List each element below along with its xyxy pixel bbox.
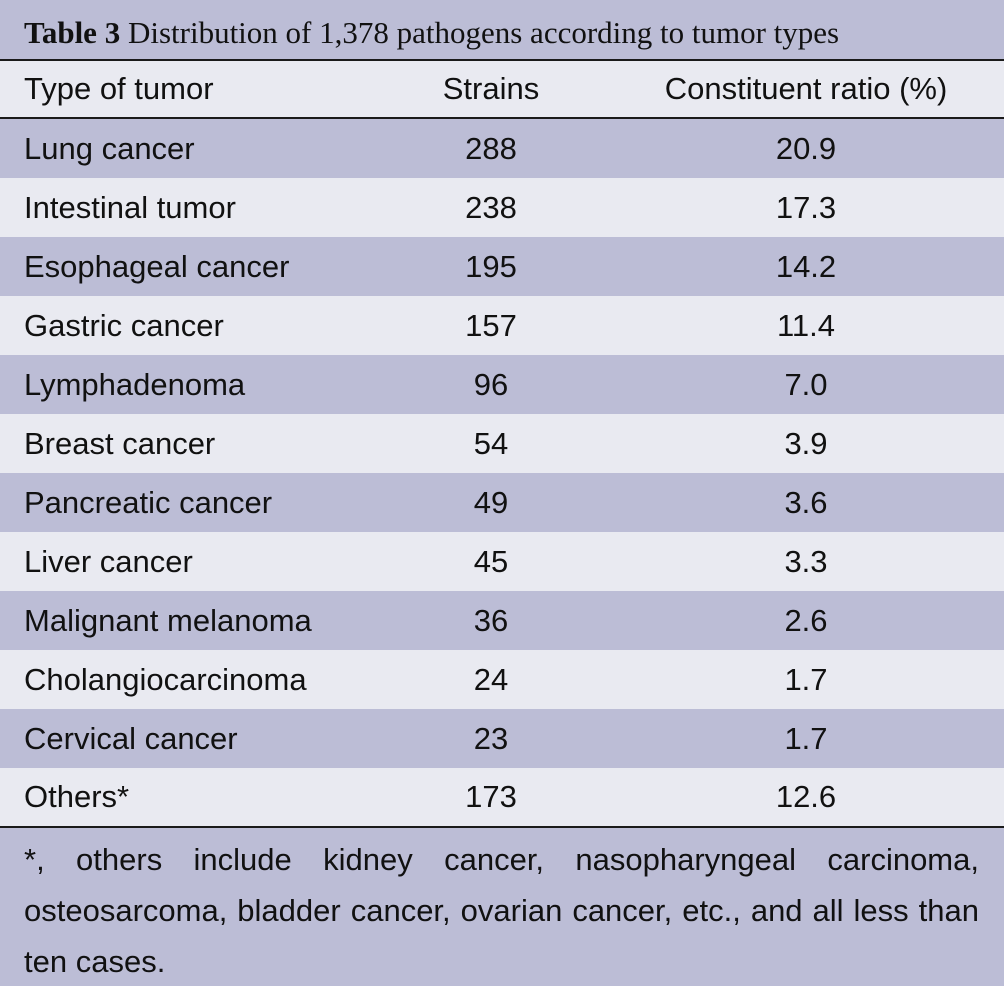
table-row: Intestinal tumor 238 17.3	[0, 178, 1004, 237]
cell-tumor-type: Cholangiocarcinoma	[24, 661, 307, 697]
cell-ratio: 2.6	[784, 602, 828, 638]
cell-strains: 195	[465, 248, 517, 284]
table-row: Cervical cancer 23 1.7	[0, 709, 1004, 768]
cell-tumor-type: Cervical cancer	[24, 720, 238, 756]
table-title-text: Distribution of 1,378 pathogens accordin…	[127, 15, 840, 50]
cell-tumor-type: Esophageal cancer	[24, 248, 290, 284]
cell-strains: 157	[465, 307, 517, 343]
cell-ratio: 1.7	[784, 661, 828, 697]
cell-strains: 24	[473, 661, 509, 697]
cell-ratio: 1.7	[784, 720, 828, 756]
cell-ratio: 3.3	[784, 543, 828, 579]
table-row: Pancreatic cancer 49 3.6	[0, 473, 1004, 532]
cell-tumor-type: Lung cancer	[24, 130, 195, 166]
table-row: Breast cancer 54 3.9	[0, 414, 1004, 473]
cell-strains: 36	[473, 602, 509, 638]
cell-ratio: 17.3	[775, 189, 837, 225]
cell-ratio: 3.9	[784, 425, 828, 461]
cell-tumor-type: Lymphadenoma	[24, 366, 246, 402]
cell-tumor-type: Gastric cancer	[24, 307, 224, 343]
header-strains: Strains	[442, 71, 540, 106]
cell-tumor-type: Liver cancer	[24, 543, 193, 579]
table-row: Cholangiocarcinoma 24 1.7	[0, 650, 1004, 709]
cell-strains: 238	[465, 189, 517, 225]
table-row: Malignant melanoma 36 2.6	[0, 591, 1004, 650]
table-row: Lung cancer 288 20.9	[0, 119, 1004, 178]
cell-tumor-type: Pancreatic cancer	[24, 484, 273, 520]
header-rule	[0, 117, 1004, 119]
cell-strains: 23	[473, 720, 509, 756]
table-footnote: *, others include kidney cancer, nasopha…	[24, 842, 979, 979]
table-title-label: Table 3	[24, 15, 121, 50]
cell-tumor-type: Intestinal tumor	[24, 189, 236, 225]
table-row: Lymphadenoma 96 7.0	[0, 355, 1004, 414]
cell-strains: 45	[473, 543, 509, 579]
cell-strains: 173	[465, 779, 517, 814]
cell-ratio: 12.6	[775, 779, 837, 814]
cell-ratio: 11.4	[776, 307, 836, 343]
cell-ratio: 14.2	[775, 248, 837, 284]
cell-ratio: 7.0	[784, 366, 828, 402]
header-constituent-ratio: Constituent ratio (%)	[664, 71, 948, 106]
cell-tumor-type: Breast cancer	[24, 425, 216, 461]
table-row: Gastric cancer 157 11.4	[0, 296, 1004, 355]
cell-ratio: 3.6	[784, 484, 828, 520]
table-header-row: Type of tumor Strains Constituent ratio …	[0, 61, 1004, 117]
table-row: Liver cancer 45 3.3	[0, 532, 1004, 591]
cell-tumor-type: Others*	[24, 779, 130, 814]
table-title: Table 3 Distribution of 1,378 pathogens …	[24, 10, 839, 56]
bottom-rule	[0, 826, 1004, 828]
header-type-of-tumor: Type of tumor	[24, 71, 214, 106]
table-row: Esophageal cancer 195 14.2	[0, 237, 1004, 296]
cell-strains: 49	[473, 484, 509, 520]
cell-ratio: 20.9	[775, 130, 837, 166]
table-row: Others* 173 12.6	[0, 768, 1004, 826]
cell-strains: 54	[473, 425, 509, 461]
cell-tumor-type: Malignant melanoma	[24, 602, 312, 638]
cell-strains: 288	[465, 130, 517, 166]
cell-strains: 96	[473, 366, 509, 402]
top-rule	[0, 59, 1004, 61]
